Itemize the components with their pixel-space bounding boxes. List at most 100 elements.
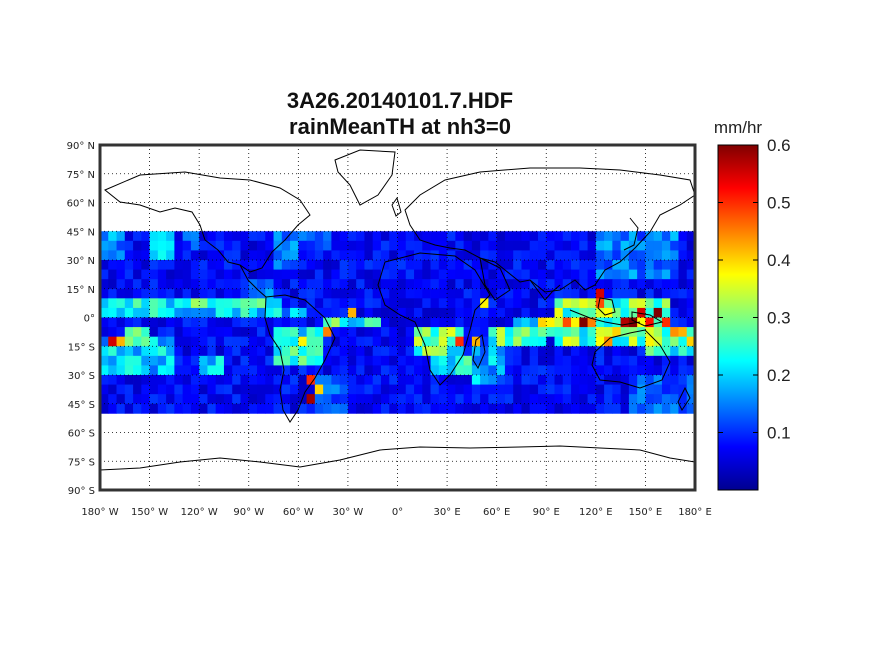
rain-cell — [290, 307, 299, 318]
rain-cell — [628, 288, 638, 299]
rain-cell — [480, 307, 489, 318]
rain-cell — [447, 327, 456, 338]
rain-cell — [661, 394, 671, 405]
rain-cell — [612, 327, 622, 338]
rain-cell — [595, 240, 605, 251]
rain-cell — [323, 375, 332, 385]
rain-cell — [389, 346, 398, 357]
rain-cell — [298, 355, 307, 366]
rain-cell — [529, 298, 539, 309]
rain-cell — [356, 365, 365, 376]
rain-cell — [414, 394, 423, 405]
rain-cell — [670, 327, 679, 338]
rain-cell — [554, 336, 564, 347]
rain-cell — [248, 403, 258, 414]
rain-cell — [157, 250, 167, 261]
rain-cell — [190, 317, 200, 328]
rain-cell — [587, 279, 597, 290]
rain-cell — [141, 260, 150, 270]
rain-cell — [281, 375, 291, 385]
rain-cell — [579, 317, 588, 328]
rain-cell — [240, 375, 250, 385]
rain-cell — [149, 260, 159, 270]
rain-cell — [124, 231, 134, 242]
rain-cell — [149, 355, 159, 366]
rain-cell — [339, 298, 349, 309]
rain-cell — [248, 240, 258, 251]
rain-cell — [637, 288, 646, 299]
rain-cell — [100, 375, 109, 385]
rain-cell — [372, 279, 382, 290]
rain-cell — [546, 231, 555, 242]
rain-cell — [430, 375, 440, 385]
rain-cell — [273, 307, 283, 318]
rain-cell — [587, 375, 597, 385]
rain-cell — [397, 231, 407, 242]
rain-cell — [124, 307, 134, 318]
rain-cell — [116, 365, 126, 376]
rain-cell — [604, 384, 613, 395]
rain-cell — [562, 269, 572, 280]
latitude-tick-label: 30° S — [68, 371, 95, 382]
rain-cell — [108, 269, 117, 280]
rain-cell — [537, 375, 547, 385]
rain-cell — [414, 269, 423, 280]
rain-cell — [686, 260, 695, 270]
rain-cell — [595, 279, 605, 290]
rain-cell — [207, 307, 217, 318]
rain-cell — [686, 375, 695, 385]
rain-cell — [273, 298, 283, 309]
rain-cell — [306, 365, 316, 376]
rain-cell — [678, 269, 688, 280]
rain-cell — [529, 403, 539, 414]
rain-cell — [612, 269, 622, 280]
rain-cell — [471, 327, 481, 338]
rain-cell — [331, 317, 341, 328]
rain-cell — [529, 231, 539, 242]
rain-cell — [612, 384, 622, 395]
rain-cell — [670, 375, 679, 385]
rain-cell — [223, 365, 233, 376]
rain-cell — [447, 317, 456, 328]
rain-cell — [298, 288, 307, 299]
rain-cell — [604, 346, 613, 357]
rain-cell — [298, 279, 307, 290]
rain-cell — [587, 327, 597, 338]
rain-cell — [513, 260, 522, 270]
rain-cell — [430, 231, 440, 242]
longitude-tick-label: 60° E — [483, 507, 510, 518]
rain-cell — [257, 365, 266, 376]
rain-cell — [438, 355, 448, 366]
rain-cell — [595, 403, 605, 414]
rain-cell — [331, 279, 341, 290]
rain-cell — [240, 336, 250, 347]
rain-cell — [579, 240, 588, 251]
rain-cell — [438, 327, 448, 338]
rain-cell — [215, 307, 225, 318]
rain-cell — [306, 317, 316, 328]
rain-cell — [670, 307, 679, 318]
rain-cell — [372, 231, 382, 242]
rain-cell — [273, 365, 283, 376]
rain-cell — [207, 260, 217, 270]
rain-cell — [604, 269, 613, 280]
rain-cell — [314, 260, 324, 270]
longitude-tick-label: 30° E — [433, 507, 460, 518]
latitude-tick-label: 15° S — [68, 342, 95, 353]
latitude-tick-label: 45° S — [68, 400, 95, 411]
rain-cell — [521, 384, 531, 395]
rain-cell — [364, 240, 374, 251]
rain-cell — [463, 307, 473, 318]
rain-cell — [612, 260, 622, 270]
rain-cell — [504, 231, 514, 242]
rain-cell — [471, 260, 481, 270]
rain-cell — [537, 231, 547, 242]
rain-cell — [232, 327, 241, 338]
rain-cell — [678, 298, 688, 309]
rain-cell — [513, 336, 522, 347]
rain-cell — [686, 403, 695, 414]
rain-cell — [364, 394, 374, 405]
rain-cell — [637, 231, 646, 242]
uk-coastline — [391, 196, 402, 217]
rain-cell — [190, 307, 200, 318]
